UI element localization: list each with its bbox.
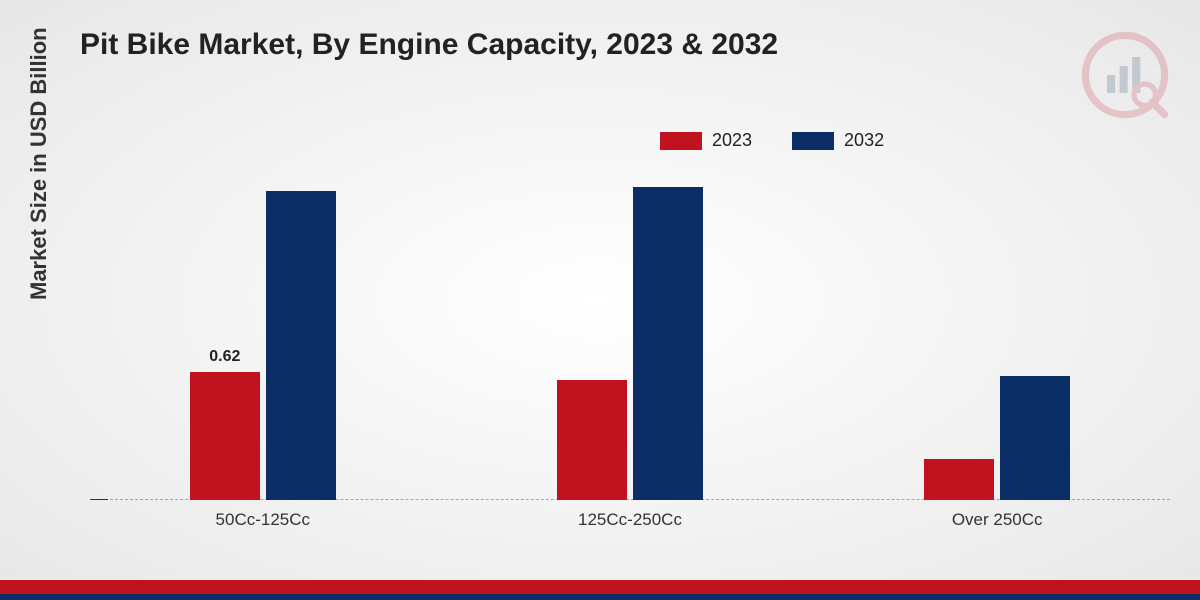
- bars-layer: 50Cc-125Cc0.62125Cc-250CcOver 250Cc: [90, 170, 1170, 500]
- bar-value-label: 0.62: [209, 348, 240, 366]
- chart-title: Pit Bike Market, By Engine Capacity, 202…: [80, 28, 778, 62]
- legend-swatch-icon: [660, 132, 702, 150]
- axis-tick: [90, 499, 108, 500]
- bar: [266, 191, 336, 500]
- legend-swatch-icon: [792, 132, 834, 150]
- watermark-logo-icon: [1080, 30, 1170, 120]
- legend-item: 2023: [660, 130, 752, 151]
- bar: [1000, 376, 1070, 500]
- category-label: Over 250Cc: [887, 510, 1107, 530]
- bar: 0.62: [190, 372, 260, 500]
- bar: [633, 187, 703, 501]
- y-axis-label: Market Size in USD Billion: [26, 27, 52, 300]
- legend-label: 2023: [712, 130, 752, 151]
- footer-navy-bar: [0, 594, 1200, 600]
- category-label: 50Cc-125Cc: [153, 510, 373, 530]
- plot-area: 50Cc-125Cc0.62125Cc-250CcOver 250Cc: [90, 170, 1170, 500]
- category-label: 125Cc-250Cc: [520, 510, 740, 530]
- footer-band: [0, 580, 1200, 600]
- bar: [557, 380, 627, 500]
- bar: [924, 459, 994, 500]
- chart-container: Pit Bike Market, By Engine Capacity, 202…: [0, 0, 1200, 600]
- chart-legend: 2023 2032: [660, 130, 884, 151]
- legend-label: 2032: [844, 130, 884, 151]
- legend-item: 2032: [792, 130, 884, 151]
- footer-red-bar: [0, 580, 1200, 594]
